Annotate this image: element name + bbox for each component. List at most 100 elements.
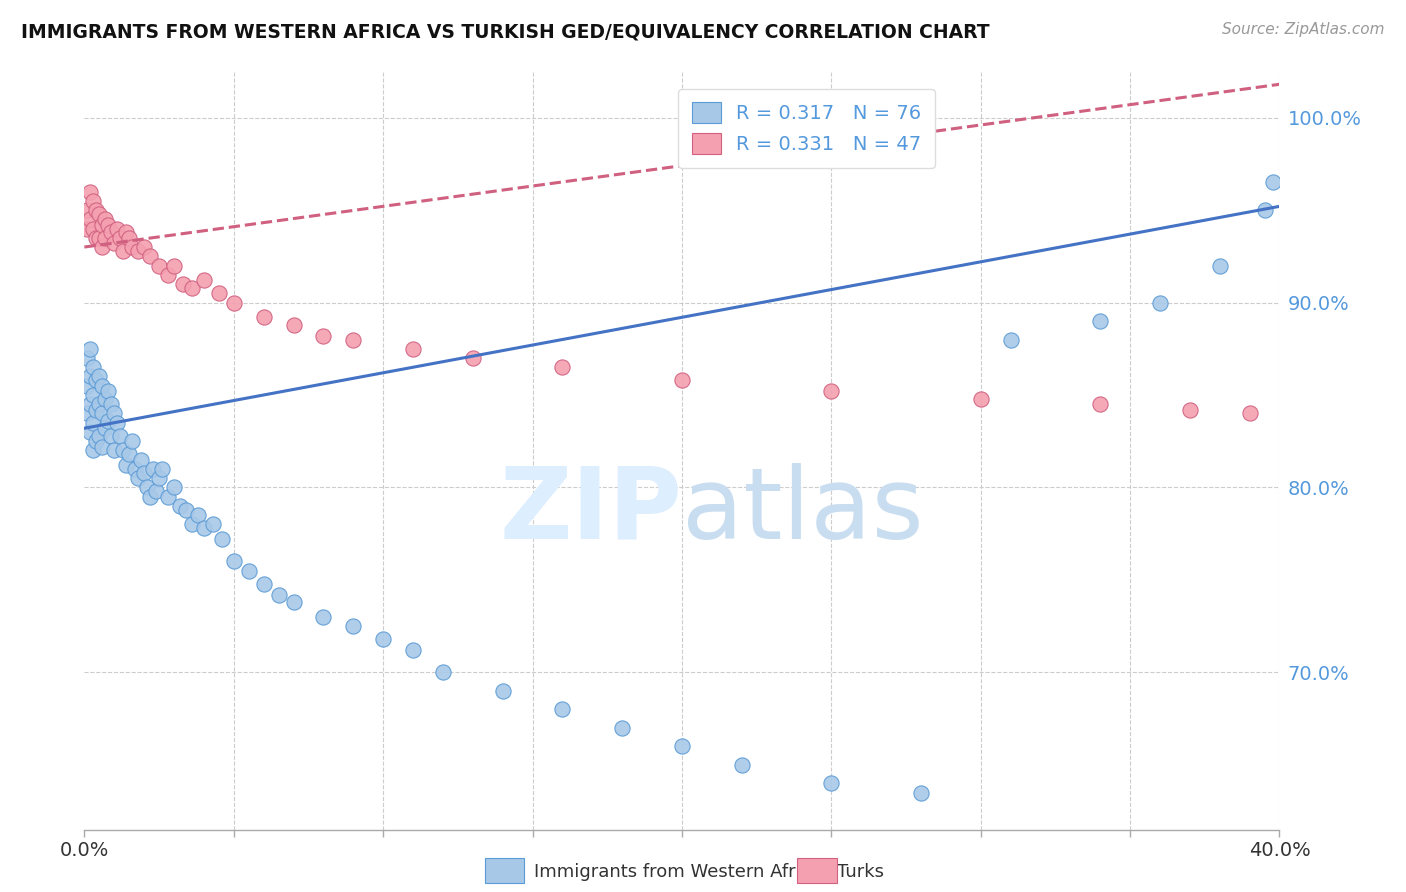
Point [110,428,132,442]
Point [1178,402,1201,417]
Point [551,360,574,375]
Point [201,517,224,532]
Text: IMMIGRANTS FROM WESTERN AFRICA VS TURKISH GED/EQUIVALENCY CORRELATION CHART: IMMIGRANTS FROM WESTERN AFRICA VS TURKIS… [21,22,990,41]
Point [820,384,842,399]
Text: Immigrants from Western Africa: Immigrants from Western Africa [534,863,823,881]
Point [76,378,98,392]
Point [174,502,197,516]
Point [97,218,120,232]
Point [671,373,693,387]
Point [94,392,117,406]
Point [94,231,117,245]
Point [132,240,156,254]
Point [267,588,290,602]
Point [91,240,114,254]
Point [121,240,143,254]
Point [105,221,128,235]
Point [79,397,101,411]
Point [283,318,305,332]
Point [145,484,167,499]
Point [89,207,111,221]
Text: Turks: Turks [837,863,883,881]
Point [551,702,574,716]
Point [94,421,117,435]
Point [97,414,120,428]
Point [82,221,104,235]
Point [118,231,141,245]
Point [1209,259,1232,273]
Point [150,462,173,476]
Point [76,351,98,365]
Point [110,231,132,245]
Point [121,434,143,449]
Point [1263,175,1285,189]
Point [105,416,128,430]
Point [82,416,104,430]
Point [79,342,101,356]
Point [148,259,170,273]
Point [91,407,114,421]
Point [118,447,141,461]
Point [82,388,104,402]
Point [342,619,364,633]
Point [172,277,194,291]
Point [89,369,111,384]
Point [91,218,114,232]
Point [103,443,125,458]
Point [148,471,170,485]
Point [970,392,993,406]
Legend: R = 0.317   N = 76, R = 0.331   N = 47: R = 0.317 N = 76, R = 0.331 N = 47 [678,88,935,168]
Point [157,268,180,282]
Point [1149,295,1171,310]
Point [373,632,395,646]
Point [612,721,634,735]
Point [402,342,425,356]
Point [492,684,515,698]
Point [100,225,122,239]
Point [312,328,335,343]
Text: atlas: atlas [682,463,924,559]
Point [115,225,138,239]
Point [86,434,108,449]
Point [82,360,104,375]
Point [115,458,138,473]
Point [89,397,111,411]
Point [124,462,146,476]
Point [1000,333,1022,347]
Point [89,231,111,245]
Point [127,471,149,485]
Point [1090,397,1112,411]
Point [283,595,305,609]
Point [163,259,186,273]
Point [238,564,260,578]
Point [910,786,932,800]
Point [142,462,165,476]
Point [86,231,108,245]
Point [79,185,101,199]
Point [91,440,114,454]
Point [139,249,162,263]
Point [79,425,101,439]
Point [181,281,204,295]
Point [208,286,231,301]
Point [731,757,754,772]
Point [112,443,135,458]
Point [91,378,114,392]
Point [169,499,191,513]
Point [193,521,215,535]
Point [671,739,693,754]
Point [432,665,454,680]
Point [187,508,209,523]
Point [132,466,156,480]
Point [86,373,108,387]
Point [222,295,245,310]
Point [100,428,122,442]
Point [157,490,180,504]
Point [86,402,108,417]
Point [1239,407,1261,421]
Point [181,517,204,532]
Point [94,212,117,227]
Point [76,202,98,217]
Point [342,333,364,347]
Point [86,202,108,217]
